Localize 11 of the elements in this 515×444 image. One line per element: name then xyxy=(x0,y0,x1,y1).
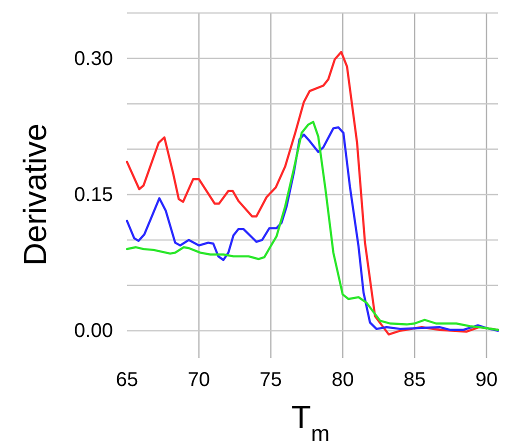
y-tick-label: 0.00 xyxy=(74,320,113,342)
x-tick-label: 75 xyxy=(260,369,282,392)
y-tick-label: 0.15 xyxy=(74,184,113,206)
y-tick-label: 0.30 xyxy=(74,48,113,70)
x-tick-label: 65 xyxy=(116,369,138,392)
x-tick-label: 80 xyxy=(332,369,354,392)
y-axis-title: Derivative xyxy=(17,123,53,266)
x-tick-label: 90 xyxy=(475,369,498,392)
x-axis-title: T$_{m}$ xyxy=(291,399,330,444)
x-tick-label: 70 xyxy=(188,369,210,392)
x-tick-label: 85 xyxy=(403,369,426,392)
